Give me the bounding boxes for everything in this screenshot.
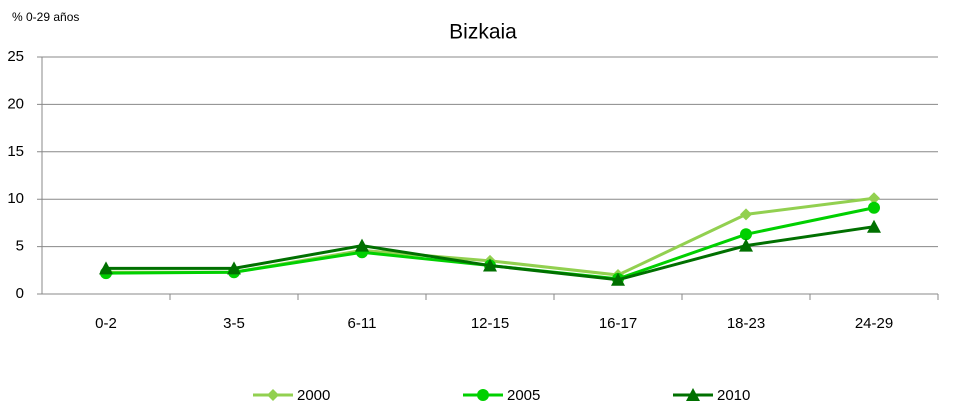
marker [99, 261, 113, 275]
marker [611, 272, 625, 286]
y-tick-label: 0 [16, 285, 24, 302]
y-tick-label: 25 [7, 48, 24, 65]
chart-title: Bizkaia [449, 21, 517, 44]
x-tick-label: 12-15 [471, 315, 509, 332]
legend-marker [267, 389, 279, 401]
x-tick-label: 6-11 [348, 315, 377, 332]
marker [355, 238, 369, 252]
marker [483, 258, 497, 272]
marker [740, 208, 752, 221]
x-tick-label: 18-23 [727, 315, 765, 332]
legend-marker [686, 388, 700, 401]
marker [739, 238, 753, 252]
legend-label: 2005 [507, 387, 540, 404]
x-tick-label: 16-17 [599, 315, 637, 332]
legend-marker [477, 389, 489, 401]
y-tick-label: 20 [7, 95, 24, 112]
legend-label: 2010 [717, 387, 750, 404]
marker [868, 201, 880, 214]
marker [227, 261, 241, 275]
marker [740, 228, 752, 241]
legend-label: 2000 [297, 387, 330, 404]
x-tick-label: 0-2 [95, 315, 117, 332]
x-tick-label: 24-29 [855, 315, 893, 332]
y-axis-label: % 0-29 años [12, 10, 79, 24]
marker [867, 219, 881, 233]
y-tick-label: 5 [16, 238, 24, 255]
y-tick-label: 15 [7, 143, 24, 160]
y-tick-label: 10 [7, 190, 24, 207]
marker [868, 192, 880, 205]
x-tick-label: 3-5 [223, 315, 245, 332]
